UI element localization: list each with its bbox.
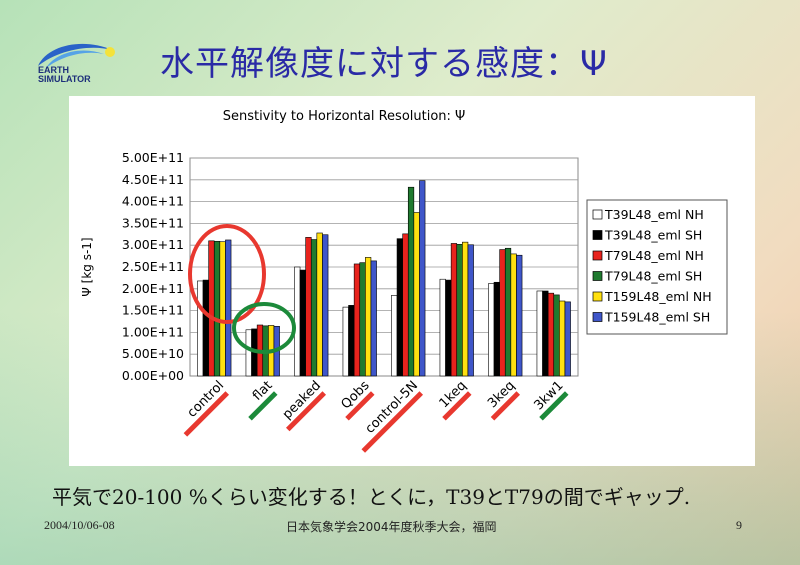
bar [488,283,495,377]
y-tick-label: 5.00E+11 [122,150,184,165]
bar [208,240,215,377]
bar [504,247,512,377]
y-tick-label: 3.50E+11 [122,215,184,230]
logo-line-2: SIMULATOR [38,74,91,84]
x-tick-label: control-5N [363,378,422,437]
category-underline [539,391,569,421]
highlight-ellipse-control [188,224,266,324]
legend-label: T39L48_eml SH [604,228,702,243]
bar [353,263,361,377]
bar [225,239,232,377]
bar [294,266,301,377]
legend-swatch [592,291,603,302]
legend-swatch [592,250,603,261]
bar [439,278,446,377]
logo-text: EARTH SIMULATOR [38,66,128,84]
bar [553,294,560,377]
bar [370,260,377,377]
bar [542,290,549,377]
footer-date: 2004/10/06-08 [44,518,115,532]
bar [493,281,500,377]
category-underline [285,391,327,432]
category-underline [248,391,278,421]
category-underline [490,391,521,421]
bar [310,239,318,377]
legend-swatch [592,271,603,281]
page-number: 9 [736,518,742,532]
bar [450,243,458,377]
bar [348,305,355,377]
bar [391,295,398,377]
y-tick-label: 5.00E+10 [122,346,184,361]
category-underline [183,391,230,437]
bar [413,212,420,377]
legend-label: T159L48_eml SH [604,310,710,325]
y-tick-label: 0.00E+00 [122,368,184,383]
footer-conference: 日本気象学会2004年度秋季大会，福岡 [286,520,497,534]
y-tick-label: 1.00E+11 [122,324,184,339]
bar [510,253,517,377]
logo-line-1: EARTH [38,65,69,75]
bar [342,306,349,377]
legend-label: T79L48_eml NH [604,248,704,263]
y-tick-label: 2.00E+11 [122,281,184,296]
legend-label: T79L48_eml SH [604,269,702,284]
bar [202,279,209,377]
bar [516,254,523,377]
legend-label: T159L48_eml NH [604,289,712,304]
bar [547,292,555,377]
bar [456,244,463,377]
legend-label: T39L48_eml NH [604,207,704,222]
bar [536,290,543,377]
legend-box [586,199,728,335]
legend-swatch [592,209,603,220]
y-tick-label: 2.50E+11 [122,259,184,274]
slide-title: 水平解像度に対する感度：Ψ [160,44,608,84]
category-underline [361,391,424,453]
earth-simulator-logo [38,43,115,68]
bar [322,234,329,377]
chart-title: Senstivity to Horizontal Resolution: Ψ [223,109,466,124]
legend-swatch [592,230,603,240]
bar [402,233,409,377]
bar [365,257,372,377]
bar [213,240,221,377]
chart-panel: Senstivity to Horizontal Resolution: Ψ 0.… [69,96,755,466]
bar [219,241,226,377]
bar [462,241,469,377]
bar [245,329,252,377]
y-tick-label: 4.00E+11 [122,194,184,209]
bar [419,180,426,377]
y-tick-label: 1.50E+11 [122,303,184,318]
y-axis-label: Ψ [kg s-1] [80,237,94,296]
category-underline [442,391,472,421]
bar [467,244,474,377]
bar [299,269,306,377]
bar [359,262,366,377]
bar [197,280,204,377]
y-tick-label: 4.50E+11 [122,172,184,187]
bar [564,301,571,377]
category-underline [345,391,375,421]
bar [559,300,566,377]
bar [305,237,312,377]
highlight-ellipse-flat [232,302,296,354]
legend-swatch [592,312,603,322]
bar [445,279,452,377]
bar [316,232,323,377]
slide-message: 平気で20-100 %くらい変化する！とくに，T39とT79の間でギャップ. [52,485,691,509]
bar [396,238,403,377]
bar [407,186,415,377]
bar-chart: Senstivity to Horizontal Resolution: Ψ 0.… [80,109,728,453]
bar [499,249,506,377]
y-tick-label: 3.00E+11 [122,237,184,252]
